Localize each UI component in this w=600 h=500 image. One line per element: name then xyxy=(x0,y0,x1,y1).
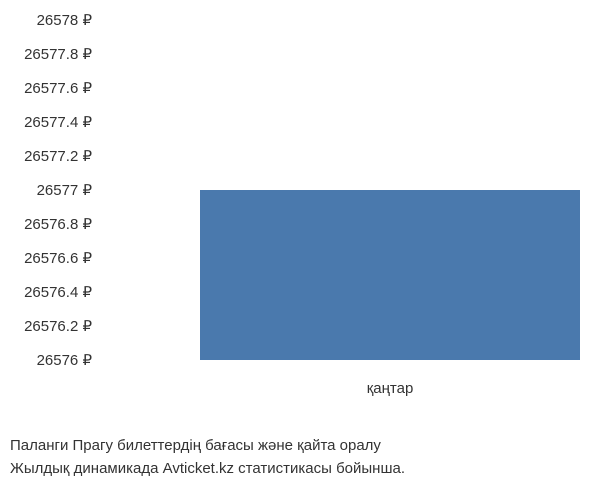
x-axis-label: қаңтар xyxy=(367,380,414,397)
y-tick: 26577.8 ₽ xyxy=(24,45,92,63)
y-tick: 26577.4 ₽ xyxy=(24,113,92,131)
y-tick: 26576.4 ₽ xyxy=(24,283,92,301)
caption-line-1: Паланги Прагу билеттердің бағасы және қа… xyxy=(10,435,405,458)
plot-area: қаңтар xyxy=(110,20,590,360)
y-tick: 26576.2 ₽ xyxy=(24,317,92,335)
y-axis: 26578 ₽ 26577.8 ₽ 26577.6 ₽ 26577.4 ₽ 26… xyxy=(0,20,100,360)
y-tick: 26577 ₽ xyxy=(37,181,92,199)
y-tick: 26577.2 ₽ xyxy=(24,147,92,165)
chart-container: 26578 ₽ 26577.8 ₽ 26577.6 ₽ 26577.4 ₽ 26… xyxy=(0,20,600,400)
caption-line-2: Жылдық динамикада Avticket.kz статистика… xyxy=(10,458,405,481)
y-tick: 26576.6 ₽ xyxy=(24,249,92,267)
y-tick: 26578 ₽ xyxy=(37,11,92,29)
bar-january xyxy=(200,190,580,360)
y-tick: 26576.8 ₽ xyxy=(24,215,92,233)
y-tick: 26576 ₽ xyxy=(37,351,92,369)
y-tick: 26577.6 ₽ xyxy=(24,79,92,97)
chart-caption: Паланги Прагу билеттердің бағасы және қа… xyxy=(10,435,405,480)
